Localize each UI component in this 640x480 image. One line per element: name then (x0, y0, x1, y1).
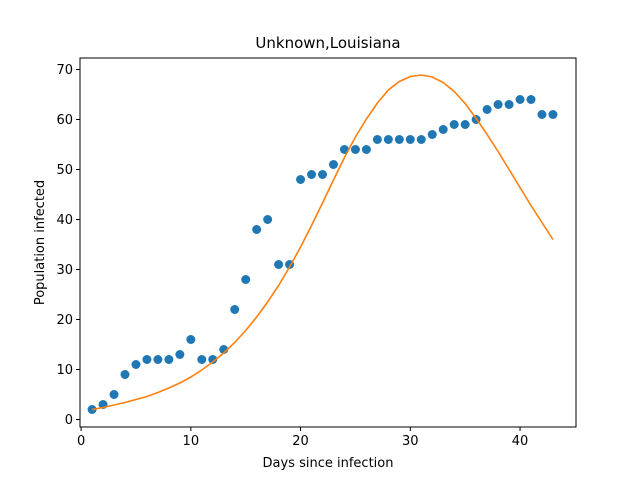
data-point (493, 100, 503, 109)
data-point (548, 110, 558, 119)
data-point (318, 170, 328, 179)
y-tick-label: 60 (56, 113, 73, 128)
x-tick-label: 20 (292, 434, 309, 449)
data-point (142, 355, 152, 364)
fitted-curve-line (91, 74, 554, 411)
data-point (120, 370, 130, 379)
data-point (175, 350, 185, 359)
axis-ticks: 0 10 20 30 40 0 10 20 30 40 50 60 70 (56, 63, 528, 449)
data-point (153, 355, 163, 364)
data-point (296, 175, 306, 184)
data-point (504, 100, 514, 109)
y-tick-label: 10 (56, 363, 73, 378)
y-tick-label: 0 (65, 413, 73, 428)
data-point (438, 125, 448, 134)
chart-title: Unknown,Louisiana (255, 34, 400, 52)
x-tick-label: 10 (183, 434, 200, 449)
x-axis-label: Days since infection (263, 456, 394, 471)
series-layer (87, 74, 558, 414)
data-point (416, 135, 426, 144)
data-point (405, 135, 415, 144)
x-tick-label: 0 (77, 434, 85, 449)
data-point (482, 105, 492, 114)
data-point (186, 335, 196, 344)
y-tick-label: 40 (56, 213, 73, 228)
data-point (537, 110, 547, 119)
y-tick-label: 50 (56, 163, 73, 178)
data-point (372, 135, 382, 144)
data-point (241, 275, 251, 284)
plot-area (79, 57, 577, 428)
data-point (394, 135, 404, 144)
data-point (361, 145, 371, 154)
data-point (164, 355, 174, 364)
data-point (252, 225, 262, 234)
data-point (449, 120, 459, 129)
data-point (427, 130, 437, 139)
data-point (197, 355, 207, 364)
data-point (263, 215, 273, 224)
data-point (328, 160, 338, 169)
data-point (274, 260, 284, 269)
data-point (460, 120, 470, 129)
data-point (230, 305, 240, 314)
data-point (131, 360, 141, 369)
data-point (383, 135, 393, 144)
data-point (350, 145, 360, 154)
data-point (526, 95, 536, 104)
y-tick-label: 20 (56, 313, 73, 328)
data-point (515, 95, 525, 104)
data-point (307, 170, 317, 179)
y-tick-label: 30 (56, 263, 73, 278)
y-tick-label: 70 (56, 63, 73, 78)
data-point (109, 390, 119, 399)
data-point (208, 355, 218, 364)
x-tick-label: 40 (512, 434, 529, 449)
x-tick-label: 30 (402, 434, 419, 449)
y-axis-label: Population infected (33, 180, 48, 305)
